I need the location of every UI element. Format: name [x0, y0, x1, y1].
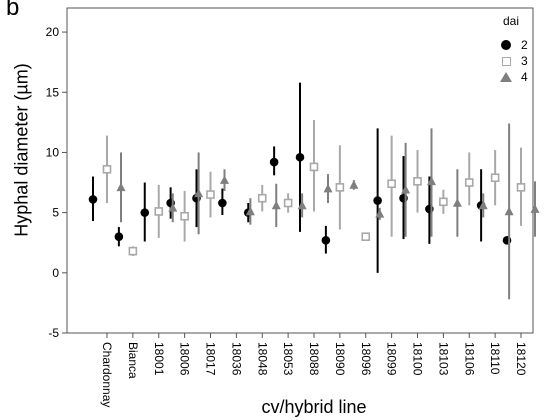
data-point-dai-3 [181, 213, 188, 220]
data-point-dai-3 [440, 198, 447, 205]
legend-entry-dai-4: 4 [497, 69, 553, 85]
x-tick-label: 18090 [333, 342, 347, 376]
data-point-dai-2 [115, 232, 124, 241]
legend-label-dai-3: 3 [521, 54, 528, 68]
legend-title: dai [503, 14, 553, 28]
data-point-dai-3 [129, 248, 136, 255]
x-tick-label: 18017 [204, 342, 218, 376]
data-point-dai-2 [296, 153, 305, 162]
legend-entry-dai-2: 2 [497, 37, 553, 53]
legend-circle-marker-icon [497, 39, 517, 51]
y-tick-label: 0 [52, 266, 59, 280]
data-point-dai-3 [492, 174, 499, 181]
x-tick-label: 18001 [152, 342, 166, 376]
data-point-dai-3 [362, 233, 369, 240]
x-tick-label: 18103 [436, 342, 450, 376]
data-point-dai-3 [466, 179, 473, 186]
y-axis-title: Hyphal diameter (µm) [12, 63, 33, 236]
legend-label-dai-4: 4 [521, 70, 528, 84]
x-tick-label: 18100 [411, 342, 425, 376]
x-tick-label: 18096 [359, 342, 373, 376]
legend: dai 2 3 4 [497, 14, 553, 85]
x-tick-label: 18048 [255, 342, 269, 376]
legend-triangle-marker-icon [497, 71, 517, 83]
data-point-dai-3 [518, 184, 525, 191]
legend-square-marker-icon [497, 55, 517, 67]
y-tick-label: 5 [52, 206, 59, 220]
data-point-dai-3 [207, 191, 214, 198]
data-point-dai-2 [322, 236, 331, 245]
x-tick-label: 18120 [514, 342, 528, 376]
x-tick-label: 18088 [307, 342, 321, 376]
data-point-dai-3 [259, 195, 266, 202]
data-point-dai-3 [285, 200, 292, 207]
legend-label-dai-2: 2 [521, 38, 528, 52]
data-point-dai-2 [89, 195, 98, 204]
x-tick-label: 18036 [229, 342, 243, 376]
data-point-dai-2 [373, 196, 382, 205]
x-tick-label: 18099 [385, 342, 399, 376]
data-point-dai-2 [218, 199, 227, 208]
x-tick-label: Bianca [126, 342, 140, 379]
legend-entry-dai-3: 3 [497, 53, 553, 69]
x-tick-label: 18006 [178, 342, 192, 376]
data-point-dai-3 [155, 208, 162, 215]
data-point-dai-3 [388, 180, 395, 187]
x-tick-label: 18110 [488, 342, 502, 375]
y-tick-label: 20 [46, 25, 60, 39]
data-point-dai-2 [140, 208, 149, 217]
x-axis-title: cv/hybrid line [261, 397, 366, 418]
y-tick-label: -5 [48, 326, 59, 340]
data-point-dai-3 [414, 178, 421, 185]
data-point-dai-3 [336, 184, 343, 191]
data-point-dai-3 [311, 163, 318, 170]
x-tick-label: 18053 [281, 342, 295, 376]
y-tick-label: 15 [46, 85, 60, 99]
data-point-dai-3 [104, 166, 111, 173]
x-tick-label: 18106 [462, 342, 476, 376]
x-tick-label: Chardonnay [100, 342, 114, 407]
y-tick-label: 10 [46, 145, 60, 159]
data-point-dai-2 [270, 158, 279, 167]
